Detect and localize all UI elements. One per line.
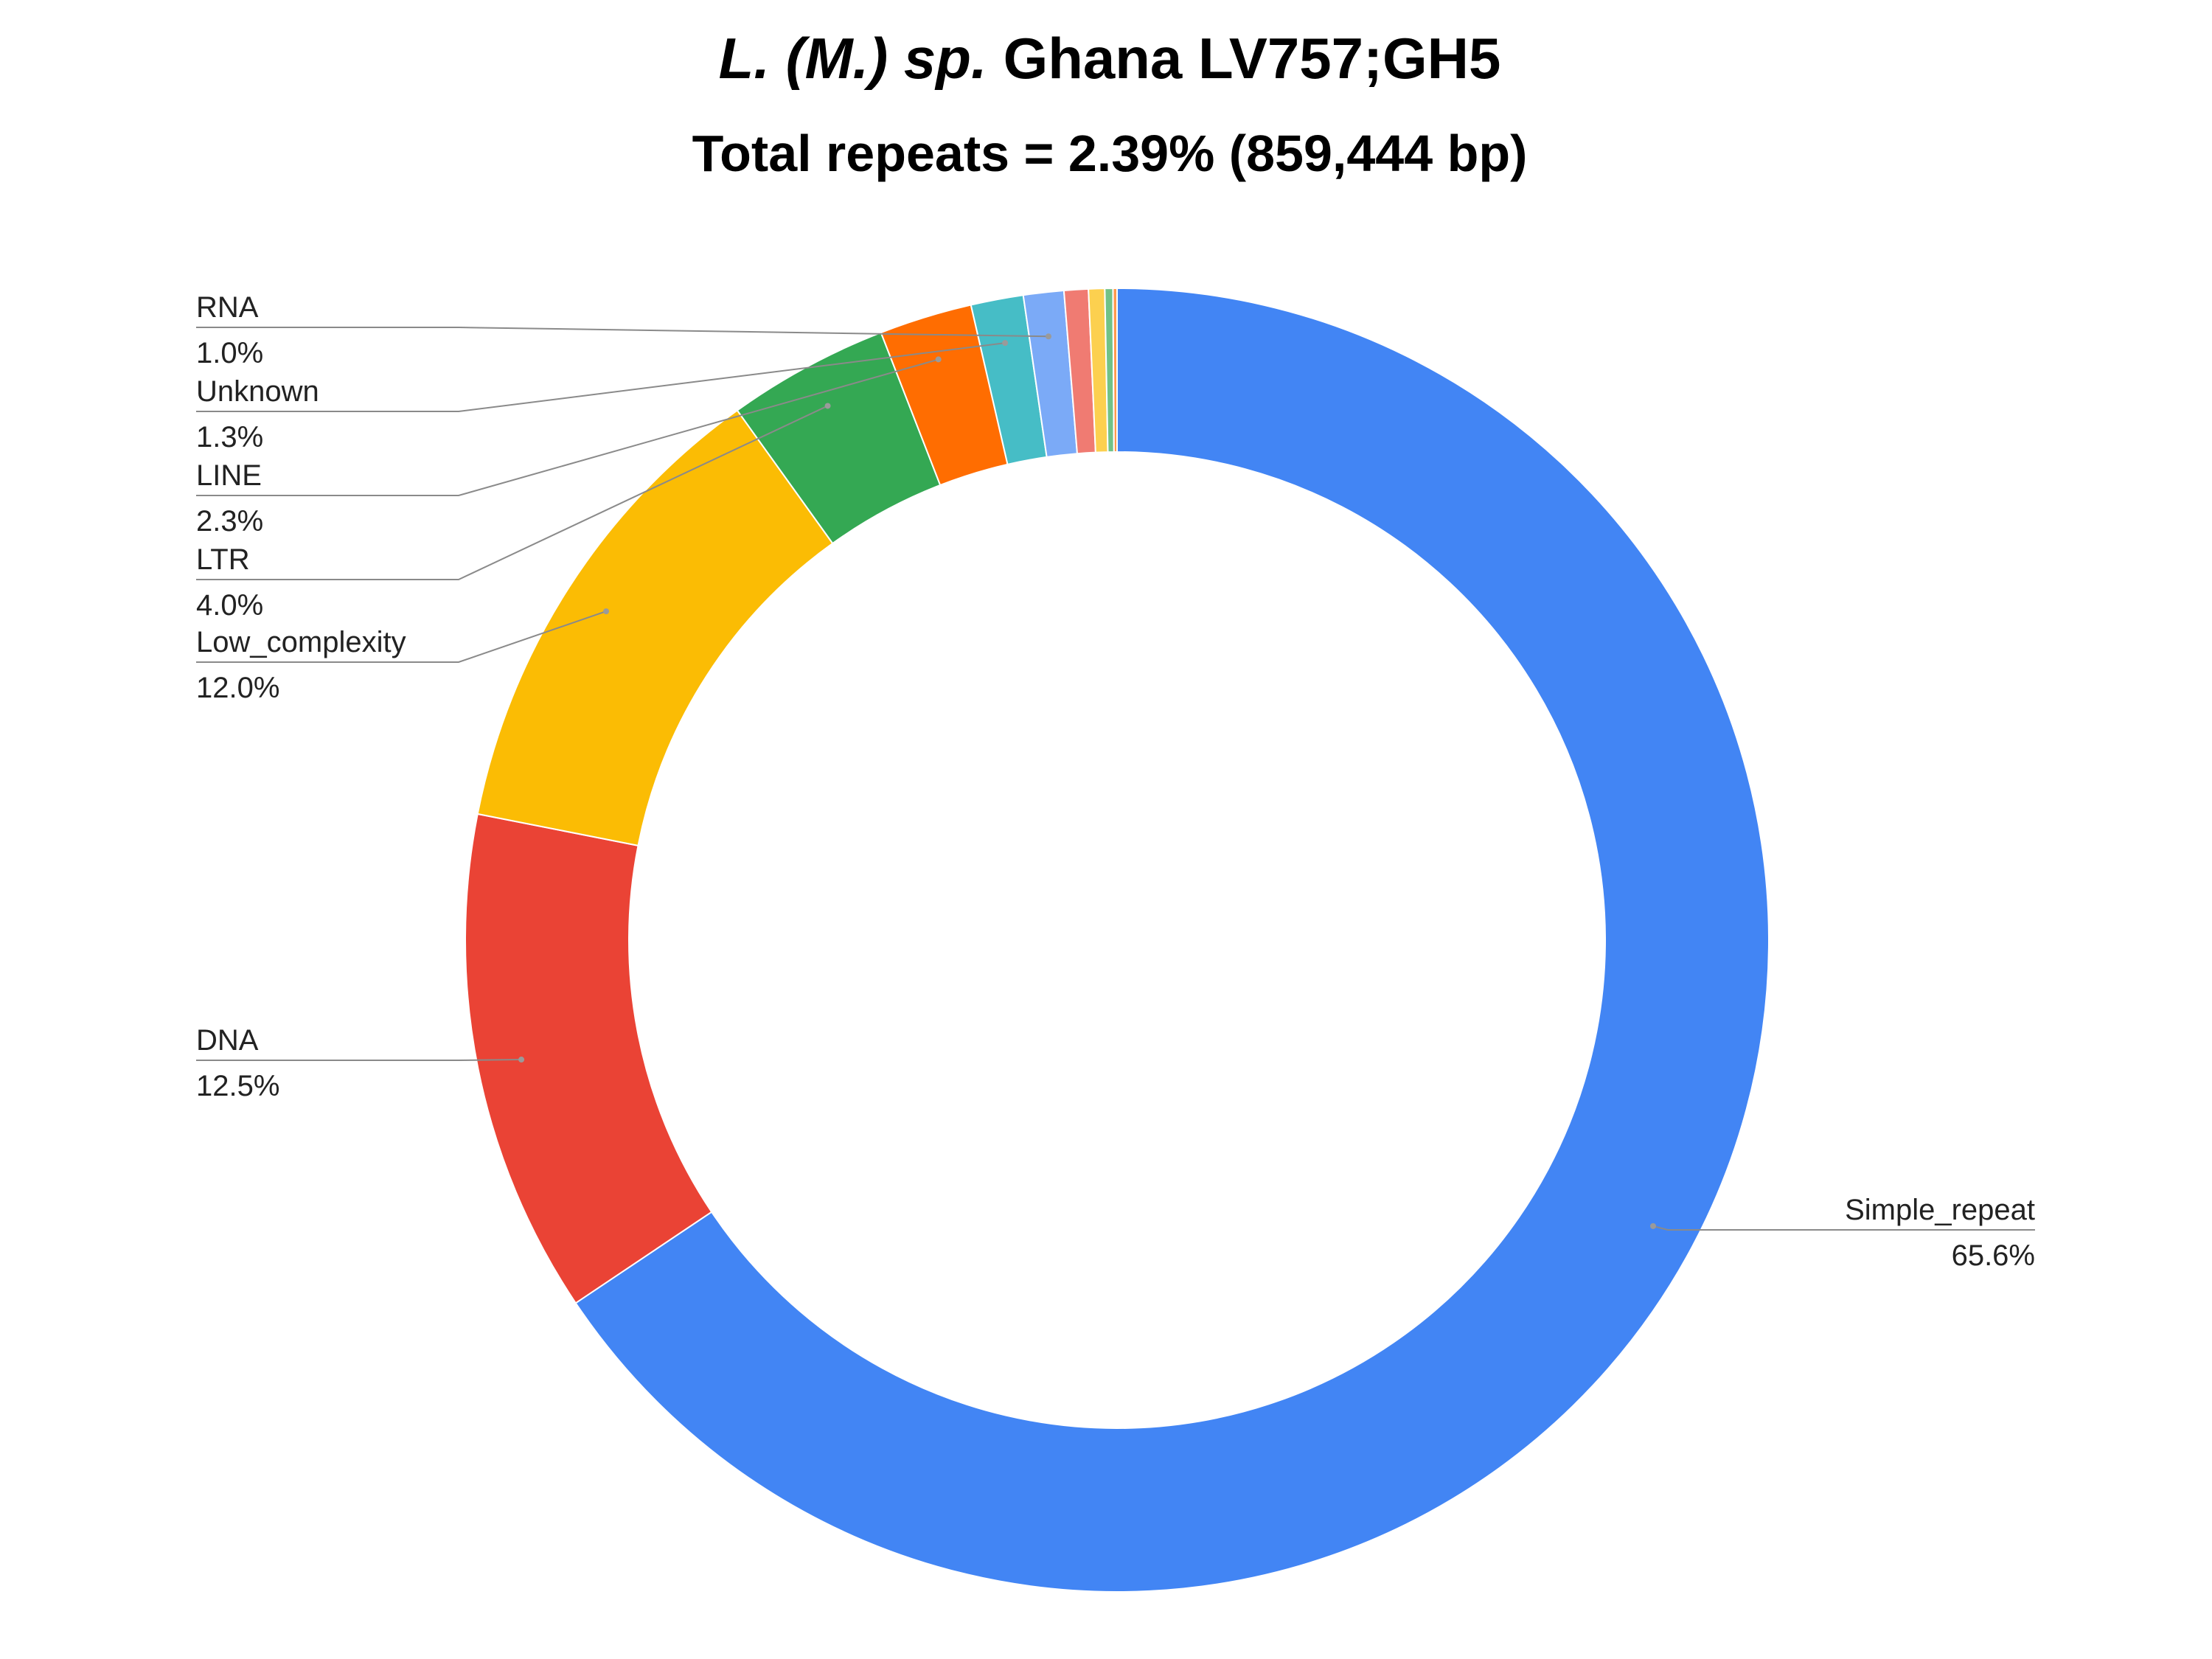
leader-low-complexity (196, 611, 607, 663)
leader-line (196, 358, 939, 496)
slice-value-simple-repeat: 65.6% (1952, 1239, 2035, 1272)
slice-other-10 (1112, 287, 1118, 453)
leader-simple-repeat (1652, 1225, 2035, 1231)
slice-name-simple-repeat: Simple_repeat (1845, 1194, 2035, 1226)
leader-rna (196, 327, 1049, 338)
chart-title-italic: L. (M.) sp. (719, 26, 987, 91)
slice-name-ltr: LTR (196, 543, 250, 576)
slice-simple-repeat (574, 287, 1770, 1593)
leader-ltr (196, 405, 829, 580)
leader-dot-line (935, 356, 942, 363)
slice-labels: Simple_repeat 65.6% DNA 12.5% Low_complexity… (196, 291, 2035, 1272)
slice-value-line: 2.3% (196, 505, 263, 538)
slice-name-rna: RNA (196, 291, 259, 324)
slice-value-dna: 12.5% (196, 1070, 279, 1102)
leader-dot-unknown (1002, 340, 1009, 347)
leader-unknown (196, 342, 1006, 412)
slice-dna (465, 813, 713, 1304)
label-leaders (196, 327, 2035, 1231)
leader-dot-ltr (824, 403, 831, 409)
leader-dot-rna (1046, 333, 1052, 340)
donut-slices (465, 287, 1770, 1593)
slice-value-unknown: 1.3% (196, 421, 263, 453)
slice-value-rna: 1.0% (196, 337, 263, 369)
slice-name-line: LINE (196, 459, 262, 492)
leader-dot-low-complexity (603, 608, 610, 615)
slice-name-unknown: Unknown (196, 375, 319, 408)
leader-dot-simple-repeat (1650, 1222, 1657, 1229)
slice-value-ltr: 4.0% (196, 589, 263, 622)
slice-name-dna: DNA (196, 1024, 259, 1057)
slice-value-low-complexity: 12.0% (196, 672, 279, 704)
chart-title: L. (M.) sp. Ghana LV757;GH5 (719, 26, 1501, 91)
slice-name-low-complexity: Low_complexity (196, 626, 406, 658)
chart-subtitle: Total repeats = 2.39% (859,444 bp) (692, 125, 1528, 182)
leader-dot-dna (518, 1057, 525, 1063)
chart-title-plain: Ghana LV757;GH5 (1004, 26, 1501, 91)
